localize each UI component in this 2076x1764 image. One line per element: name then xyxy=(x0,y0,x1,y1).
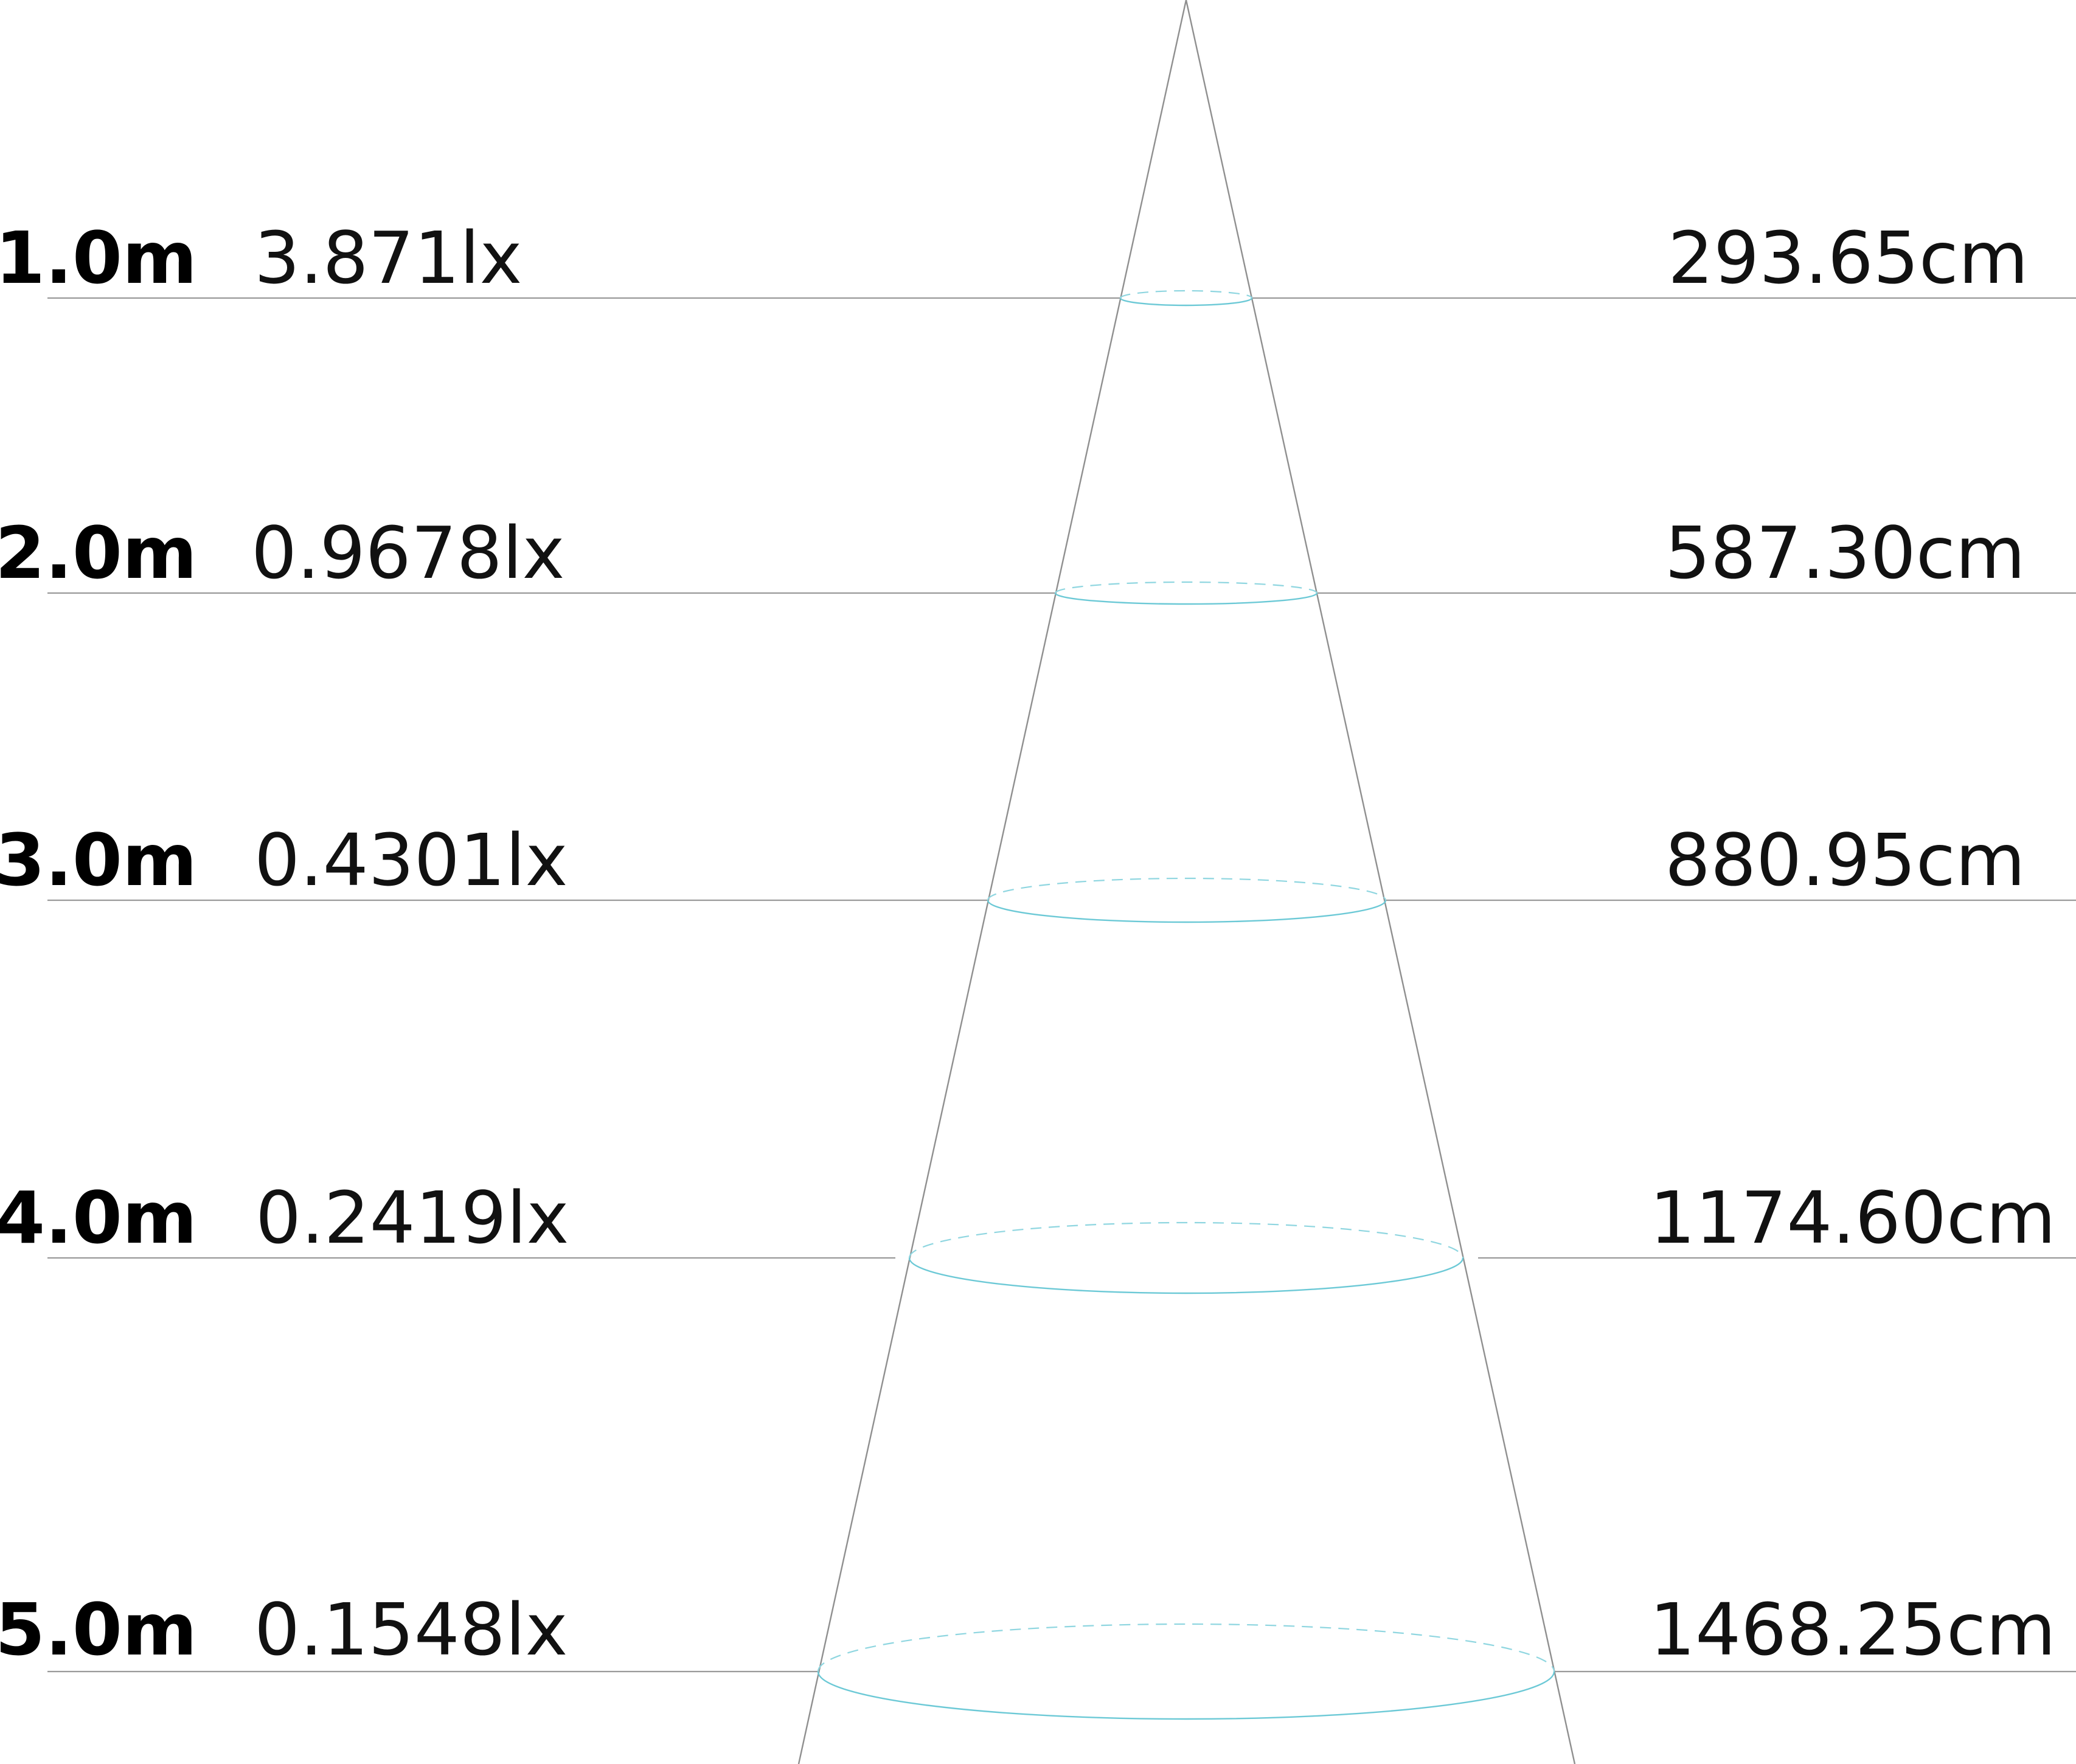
beam-ellipse-front xyxy=(908,1257,1464,1294)
cone-right-edge xyxy=(1185,0,1576,1764)
beam-ellipse-back xyxy=(1119,290,1253,299)
beam-ellipse-front xyxy=(987,900,1387,923)
beam-diameter-label: 587.30cm xyxy=(1665,511,2026,595)
illuminance-label: 3.871lx xyxy=(254,216,522,300)
row-5: 5.0m 0.1548lx 1468.25cm xyxy=(0,1588,2076,1720)
distance-label: 2.0m xyxy=(0,511,197,595)
row-4: 4.0m 0.2419lx 1174.60cm xyxy=(0,1176,2076,1294)
beam-ellipse-back xyxy=(1054,581,1318,594)
cone-left-edge xyxy=(797,0,1187,1764)
beam-ellipse-front xyxy=(1054,592,1318,605)
illuminance-label: 0.9678lx xyxy=(251,511,565,595)
beam-diameter-label: 1468.25cm xyxy=(1650,1588,2056,1672)
distance-label: 3.0m xyxy=(0,818,197,902)
beam-ellipse-back xyxy=(987,877,1387,901)
distance-label: 1.0m xyxy=(0,216,197,300)
beam-ellipse-back xyxy=(908,1221,1464,1259)
distance-label: 4.0m xyxy=(0,1176,197,1260)
row-2: 2.0m 0.9678lx 587.30cm xyxy=(0,511,2076,605)
distance-label: 5.0m xyxy=(0,1588,197,1672)
row-3: 3.0m 0.4301lx 880.95cm xyxy=(0,818,2076,923)
beam-diameter-label: 1174.60cm xyxy=(1650,1176,2056,1260)
beam-ellipse-back xyxy=(817,1623,1555,1672)
illuminance-label: 0.4301lx xyxy=(254,818,568,902)
illuminance-label: 0.2419lx xyxy=(255,1176,569,1260)
beam-diameter-label: 293.65cm xyxy=(1668,216,2029,300)
illuminance-label: 0.1548lx xyxy=(254,1588,568,1672)
beam-diameter-label: 880.95cm xyxy=(1665,818,2026,902)
beam-ellipse-front xyxy=(1119,297,1253,307)
row-1: 1.0m 3.871lx 293.65cm xyxy=(0,216,2076,307)
beam-ellipse-front xyxy=(817,1671,1555,1720)
